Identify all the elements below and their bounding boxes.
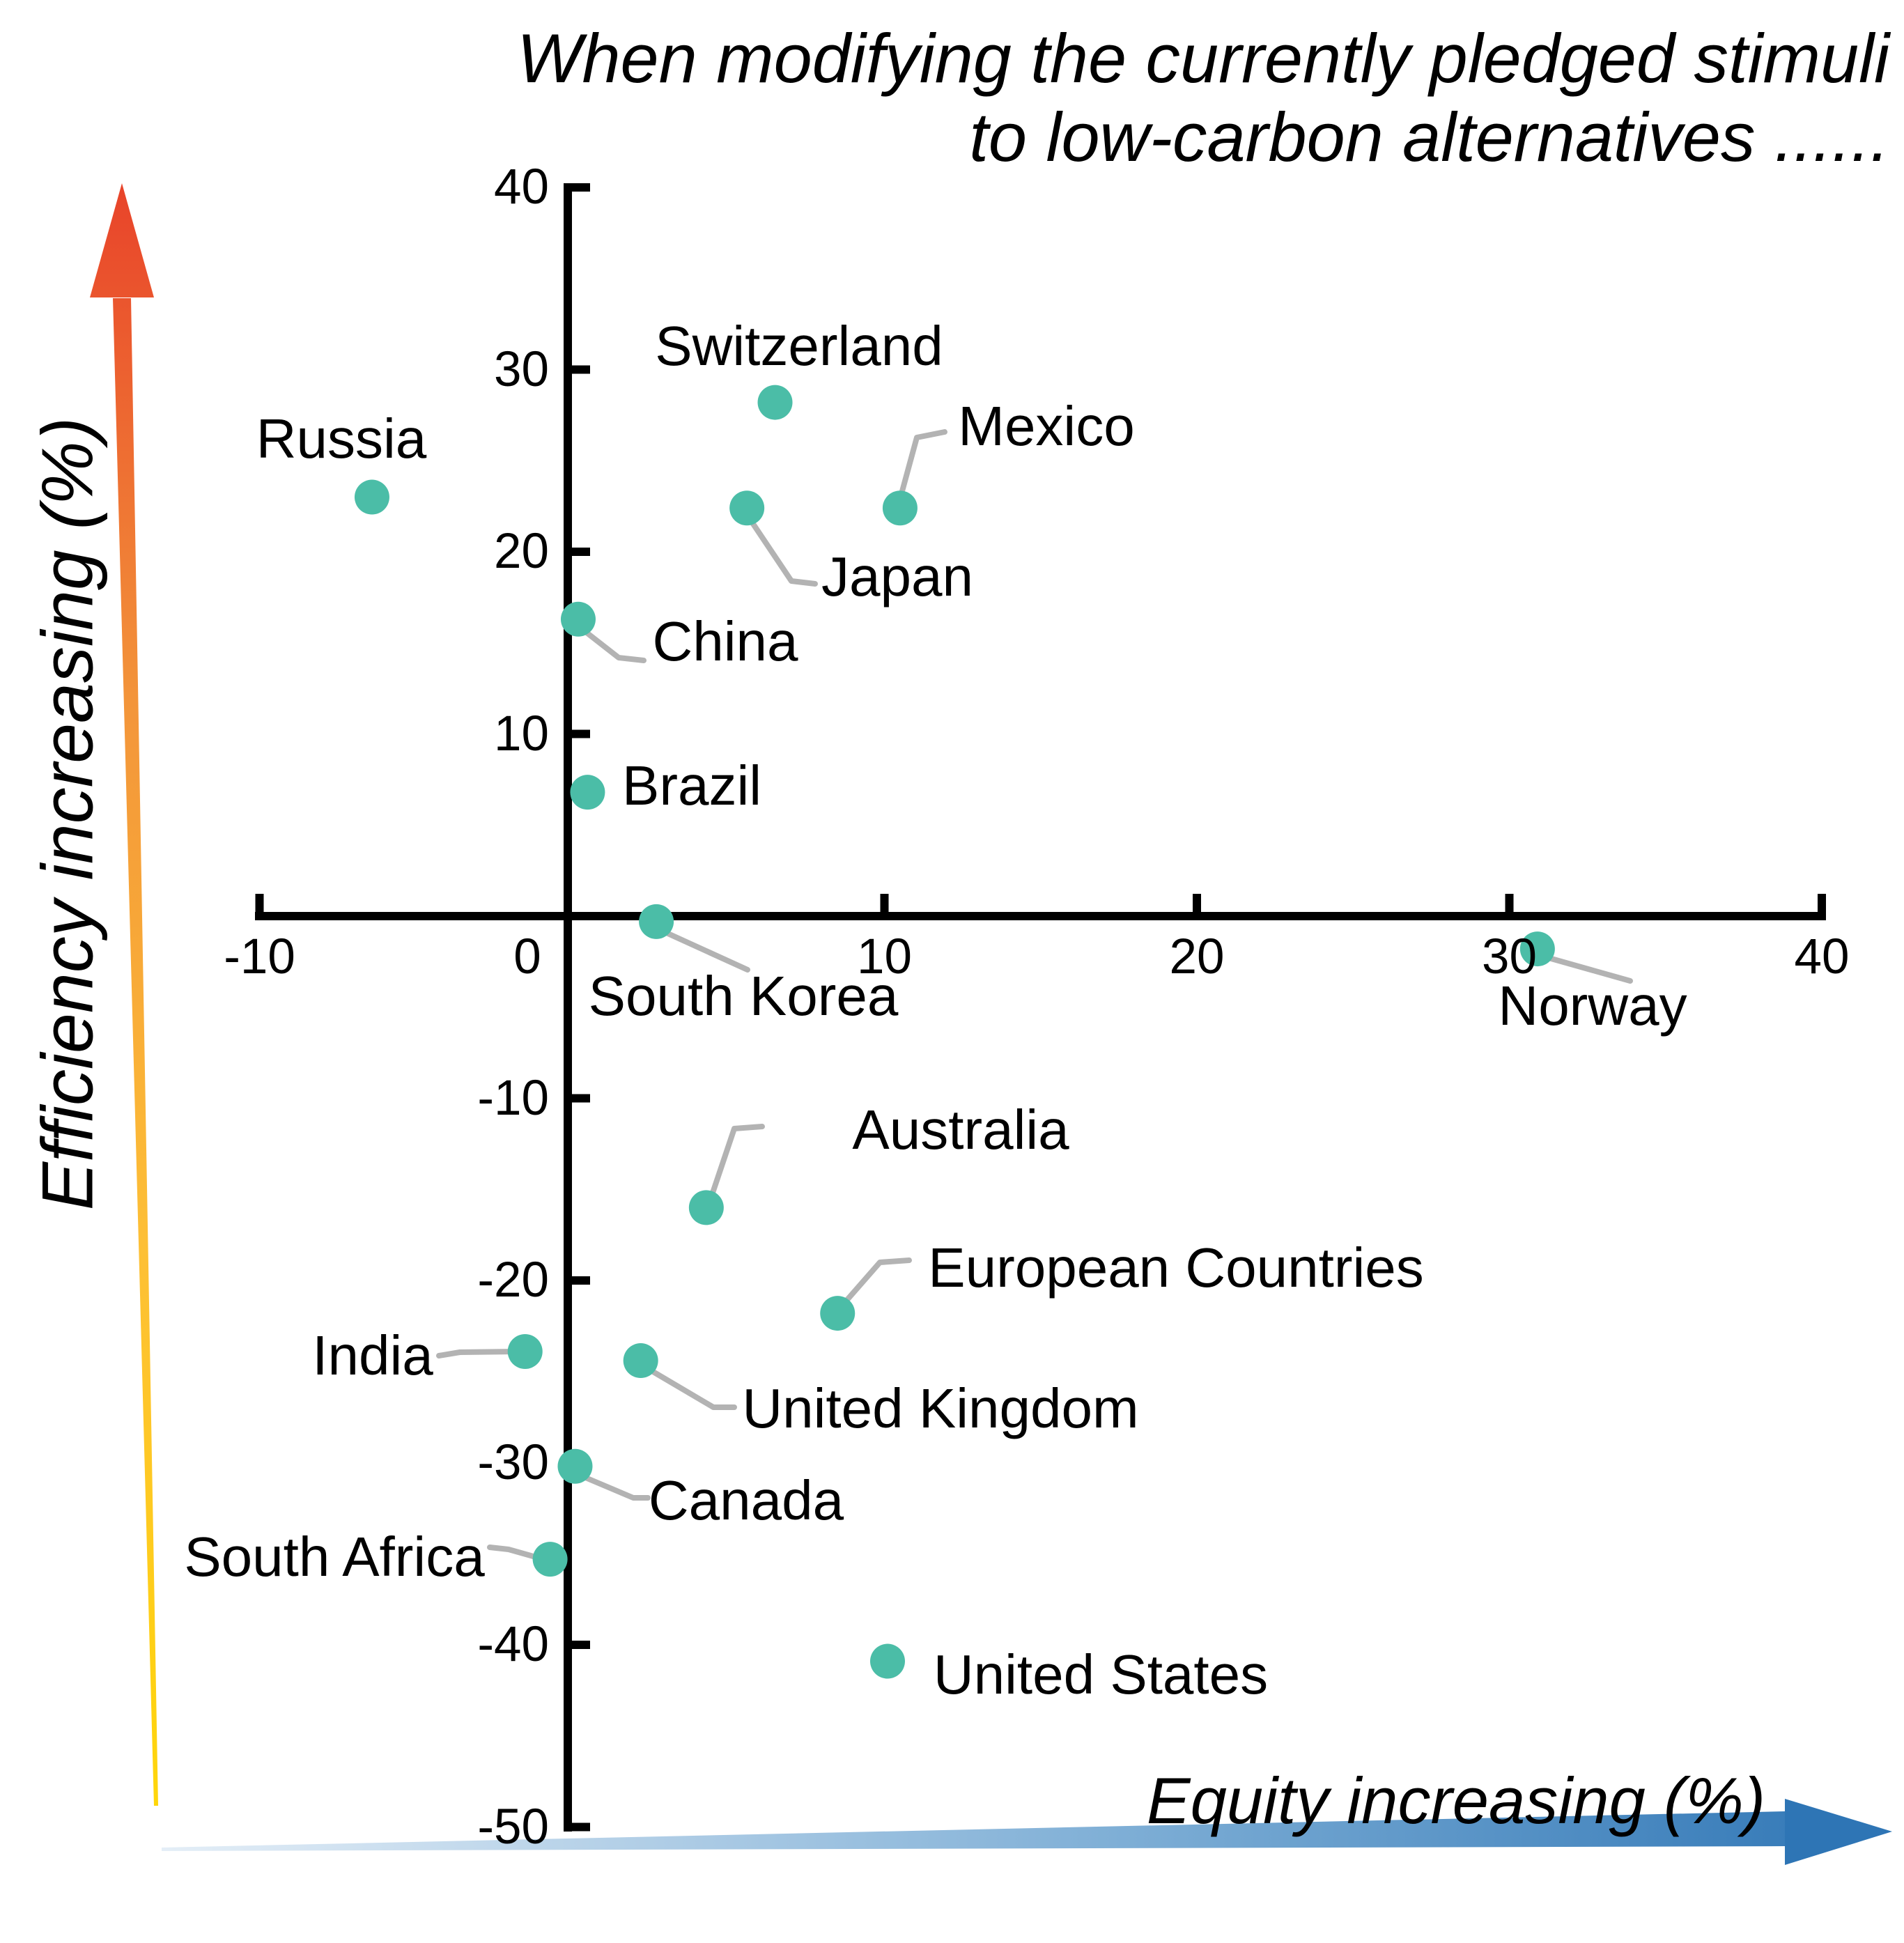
data-point-mexico — [882, 490, 918, 526]
y-tick--20 — [572, 1276, 590, 1285]
y-tick-label--20: -20 — [477, 1253, 549, 1308]
leader-line-united-kingdom — [644, 1365, 737, 1410]
x-tick-label-40: 40 — [1794, 929, 1850, 984]
y-tick--40 — [572, 1641, 590, 1649]
equity-arrow-head — [1785, 1799, 1892, 1865]
x-axis-label: Equity increasing (%) — [1146, 1764, 1766, 1837]
leader-line-mexico — [897, 429, 947, 502]
data-points-layer — [354, 385, 1555, 1679]
point-label-mexico: Mexico — [958, 395, 1135, 457]
point-label-south-africa: South Africa — [184, 1526, 485, 1588]
y-tick-label--10: -10 — [477, 1070, 549, 1126]
equity-arrow-shaft — [162, 1811, 1785, 1851]
data-point-india — [507, 1333, 543, 1369]
chart-title-line-1: When modifying the currently pledged sti… — [517, 20, 1889, 97]
y-tick-label--30: -30 — [477, 1434, 549, 1490]
data-point-switzerland — [757, 385, 793, 420]
efficiency-arrow-shaft — [113, 298, 158, 1806]
y-tick--10 — [572, 1094, 590, 1103]
x-axis-line — [255, 912, 1826, 920]
x-tick-label-0: 0 — [513, 929, 541, 984]
data-point-brazil — [570, 775, 605, 810]
leader-lines-layer — [436, 429, 1633, 1563]
data-point-united-states — [869, 1643, 905, 1679]
point-label-japan: Japan — [821, 545, 973, 607]
y-tick-20 — [572, 548, 590, 556]
y-tick-40 — [572, 183, 590, 192]
x-tick-30 — [1505, 894, 1514, 912]
y-tick-10 — [572, 729, 590, 738]
data-point-south-korea — [639, 904, 674, 939]
x-tick-20 — [1193, 894, 1201, 912]
leader-line-australia — [708, 1124, 765, 1202]
y-axis-line — [564, 183, 572, 1832]
x-tick-10 — [880, 894, 889, 912]
point-label-united-states: United States — [933, 1643, 1269, 1705]
point-label-russia: Russia — [256, 408, 427, 470]
data-point-russia — [354, 479, 389, 515]
equity-arrow — [162, 1799, 1892, 1865]
data-point-japan — [729, 490, 765, 526]
data-point-south-africa — [532, 1542, 568, 1577]
point-label-india: India — [312, 1324, 433, 1386]
y-tick-label--40: -40 — [477, 1617, 549, 1672]
x-tick--10 — [255, 894, 264, 912]
y-tick-label-10: 10 — [494, 706, 549, 761]
y-tick--50 — [572, 1822, 590, 1832]
leader-line-china — [578, 625, 647, 663]
chart-title: When modifying the currently pledged sti… — [517, 20, 1889, 177]
point-label-united-kingdom: United Kingdom — [742, 1377, 1139, 1439]
point-label-china: China — [652, 610, 798, 672]
leader-line-india — [436, 1349, 520, 1358]
data-point-canada — [557, 1448, 593, 1484]
y-tick-30 — [572, 365, 590, 374]
y-tick-label-30: 30 — [494, 341, 549, 397]
x-tick-label--10: -10 — [224, 929, 295, 984]
data-point-australia — [688, 1190, 724, 1225]
leader-line-japan — [746, 515, 818, 587]
y-tick-label--50: -50 — [477, 1799, 549, 1855]
y-tick-label-20: 20 — [494, 524, 549, 579]
y-tick-label-40: 40 — [494, 160, 549, 215]
leader-line-norway — [1541, 954, 1633, 984]
x-tick-label-20: 20 — [1169, 929, 1225, 984]
x-tick-label-30: 30 — [1482, 929, 1537, 984]
data-point-united-kingdom — [623, 1343, 658, 1379]
data-point-norway — [1519, 931, 1555, 967]
y-axis-label: Efficiency increasing (%) — [27, 417, 109, 1211]
data-point-china — [560, 601, 596, 637]
x-tick-40 — [1818, 894, 1826, 912]
leader-line-south-korea — [659, 928, 750, 973]
leader-line-european-countries — [838, 1257, 912, 1310]
ticks-layer — [255, 183, 1826, 1832]
point-label-south-korea: South Korea — [588, 965, 899, 1027]
point-label-european-countries: European Countries — [928, 1237, 1424, 1299]
leader-line-canada — [576, 1472, 651, 1501]
point-label-canada: Canada — [648, 1469, 844, 1531]
efficiency-arrow-head — [90, 183, 154, 297]
point-label-brazil: Brazil — [621, 754, 762, 816]
data-point-european-countries — [820, 1296, 856, 1331]
point-label-norway: Norway — [1498, 975, 1687, 1037]
point-label-switzerland: Switzerland — [655, 315, 943, 377]
x-tick-label-10: 10 — [857, 929, 912, 984]
efficiency-arrow — [90, 183, 158, 1806]
chart-title-line-2: to low-carbon alternatives ...... — [969, 98, 1889, 176]
point-label-australia: Australia — [852, 1099, 1069, 1161]
